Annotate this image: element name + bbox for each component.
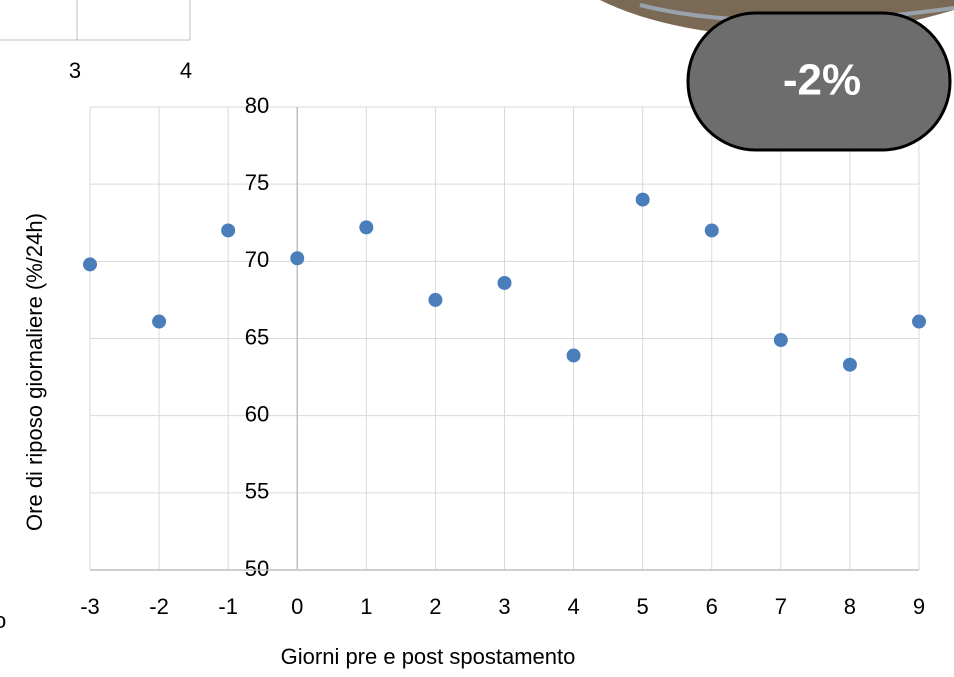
- point: [497, 275, 512, 290]
- plot: 50 55 60 65 70 75 80 -3 -2 -1 0 1 2 3 4 5 6 7 8 9: [80, 93, 926, 619]
- y-tick-label: 75: [245, 170, 269, 195]
- x-tick-label: -3: [80, 594, 100, 619]
- point: [152, 314, 167, 329]
- x-tick-label: 2: [429, 594, 441, 619]
- x-tick-label: 9: [913, 594, 925, 619]
- x-tick-label: 0: [291, 594, 303, 619]
- y-tick-label: 60: [245, 401, 269, 426]
- point: [773, 333, 788, 348]
- badge-text: -2%: [783, 56, 861, 105]
- y-tick-label: 70: [245, 247, 269, 272]
- y-tick-label: 50: [245, 556, 269, 581]
- point: [704, 223, 719, 238]
- x-tick-label: 8: [844, 594, 856, 619]
- point: [912, 314, 926, 329]
- x-tick-label: 1: [360, 594, 372, 619]
- x-axis-label: Giorni pre e post spostamento: [281, 644, 576, 669]
- point: [290, 251, 305, 266]
- x-tick-label: 6: [706, 594, 718, 619]
- point: [221, 223, 236, 238]
- point: [83, 257, 97, 272]
- table-fragment: [0, 0, 191, 41]
- fragment-number: 3: [69, 58, 81, 83]
- x-tick-label: 3: [498, 594, 510, 619]
- badge: [686, 11, 952, 152]
- x-tick-label: 7: [775, 594, 787, 619]
- fragment-text: o: [0, 608, 6, 633]
- point: [842, 357, 857, 372]
- y-tick-label: 55: [245, 479, 269, 504]
- x-tick-label: -1: [218, 594, 238, 619]
- y-tick-label: 80: [245, 93, 269, 118]
- point: [635, 192, 650, 207]
- point: [428, 292, 443, 307]
- point: [359, 220, 374, 235]
- point: [566, 348, 581, 363]
- x-tick-label: 4: [567, 594, 579, 619]
- y-tick-label: 65: [245, 324, 269, 349]
- x-tick-label: 5: [637, 594, 649, 619]
- y-axis-label: Ore di riposo giornaliere (%/24h): [22, 213, 47, 531]
- fragment-number: 4: [180, 58, 192, 83]
- x-tick-label: -2: [149, 594, 169, 619]
